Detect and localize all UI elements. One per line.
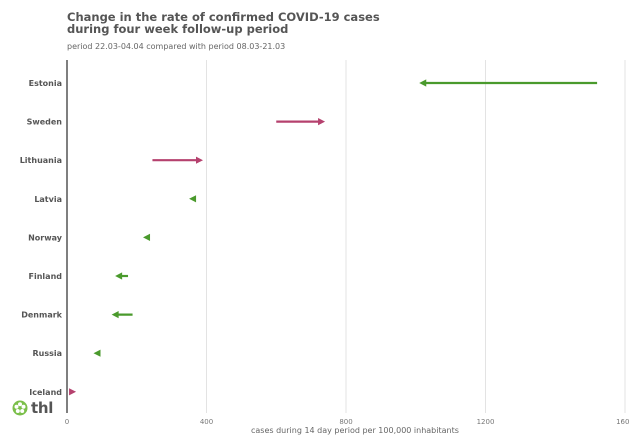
chart-subtitle: period 22.03-04.04 compared with period … <box>67 42 286 51</box>
x-tick-label: 400 <box>200 418 213 426</box>
x-tick-label: 1600 <box>616 418 630 426</box>
thl-logo: thl <box>12 399 53 417</box>
change-arrow-head <box>111 311 119 319</box>
chart-title-line2: during four week follow-up period <box>67 22 289 36</box>
country-label: Sweden <box>27 118 63 127</box>
chart-title-line1: Change in the rate of confirmed COVID-19… <box>67 10 380 24</box>
x-tick-label: 1200 <box>477 418 495 426</box>
country-label: Iceland <box>29 388 62 397</box>
change-arrow-head <box>318 118 326 126</box>
country-label: Norway <box>28 233 63 242</box>
country-label: Lithuania <box>20 156 62 165</box>
thl-flower-icon <box>12 400 28 416</box>
change-arrow-head <box>419 79 427 87</box>
country-label: Latvia <box>34 195 62 204</box>
x-axis-label: cases during 14 day period per 100,000 i… <box>251 426 459 435</box>
x-tick-label: 0 <box>65 418 69 426</box>
change-arrow-head <box>196 156 204 164</box>
change-arrow-head <box>115 272 123 280</box>
chart-title: Change in the rate of confirmed COVID-19… <box>67 11 380 35</box>
country-label: Estonia <box>29 79 62 88</box>
country-label: Denmark <box>21 311 62 320</box>
country-label: Russia <box>32 349 62 358</box>
change-arrow-head <box>69 388 77 396</box>
country-label: Finland <box>29 272 63 281</box>
change-arrow-head <box>143 233 151 241</box>
change-arrow-head <box>93 349 101 357</box>
thl-logo-text: thl <box>31 399 54 417</box>
x-tick-label: 800 <box>339 418 352 426</box>
change-arrow-head <box>189 195 197 203</box>
